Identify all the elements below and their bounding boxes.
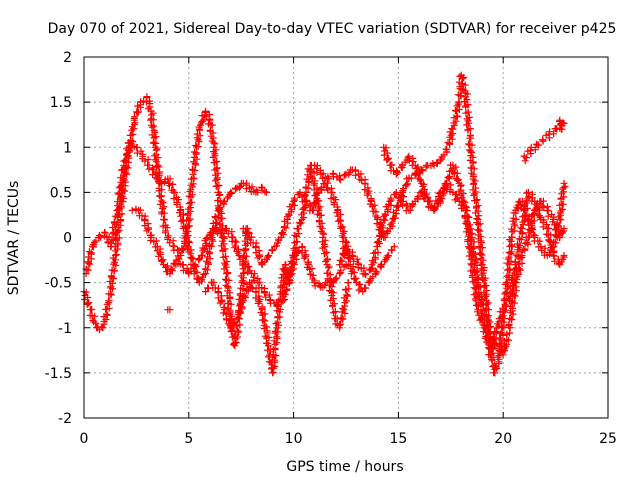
- chart-title: Day 070 of 2021, Sidereal Day-to-day VTE…: [48, 21, 617, 37]
- point-markers: [128, 205, 350, 310]
- point-markers: [380, 143, 568, 359]
- x-axis-label: GPS time / hours: [286, 459, 403, 475]
- y-tick-label: -1: [58, 321, 72, 337]
- x-tick-label: 15: [389, 431, 407, 447]
- series-track-4: [202, 161, 353, 377]
- y-tick-label: 2: [63, 50, 72, 66]
- point-markers: [239, 179, 398, 296]
- x-tick-label: 5: [184, 431, 193, 447]
- x-tick-label: 25: [599, 431, 617, 447]
- y-tick-label: 1.5: [50, 95, 72, 111]
- x-tick-label: 0: [80, 431, 89, 447]
- y-tick-label: 1: [63, 140, 72, 156]
- data-points: [80, 71, 569, 377]
- y-axis-label: SDTVAR / TECUs: [6, 181, 22, 296]
- series-track-3: [128, 205, 350, 310]
- x-tick-label: 10: [285, 431, 303, 447]
- point-markers: [202, 161, 353, 377]
- plot-frame: [83, 56, 609, 419]
- y-tick-label: -1.5: [45, 366, 72, 382]
- y-tick-label: -2: [58, 411, 72, 427]
- y-tick-label: -0.5: [45, 276, 72, 292]
- axis-ticks: 0 5 10 15 20 25 -2 -1.5 -1 -0.5 0 0.5 1 1.5 2: [45, 50, 617, 447]
- y-tick-label: 0.5: [50, 185, 72, 201]
- x-tick-label: 20: [494, 431, 512, 447]
- series-track-5: [239, 179, 398, 296]
- series-isolated: [164, 116, 568, 314]
- y-tick-label: 0: [63, 231, 72, 247]
- point-markers: [164, 116, 568, 314]
- series-track-8: [380, 143, 568, 359]
